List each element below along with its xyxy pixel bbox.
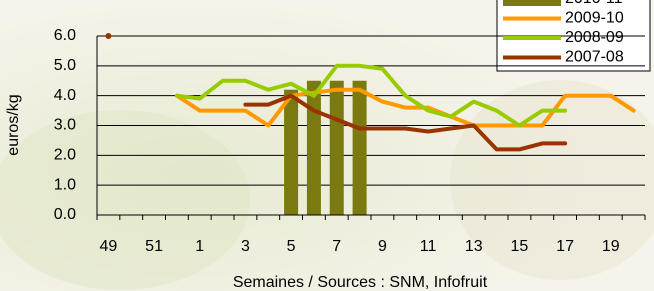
- legend-label: 2009-10: [565, 10, 624, 27]
- x-tick-label: 3: [241, 238, 250, 255]
- y-tick-label: 2.0: [54, 147, 76, 164]
- bar: [353, 81, 367, 215]
- y-tick-label: 5.0: [54, 57, 76, 74]
- x-tick-label: 49: [100, 238, 118, 255]
- legend-label: 2008-09: [565, 29, 624, 46]
- y-tick-label: 3.0: [54, 117, 76, 134]
- x-tick-label: 17: [556, 238, 574, 255]
- x-tick-label: 7: [332, 238, 341, 255]
- legend-swatch: [503, 0, 561, 6]
- y-axis-title: euros/kg: [5, 94, 22, 155]
- legend-label: 2007-08: [565, 49, 624, 66]
- x-tick-label: 13: [465, 238, 483, 255]
- x-tick-label: 5: [287, 238, 296, 255]
- x-tick-label: 15: [511, 238, 529, 255]
- y-tick-label: 6.0: [54, 27, 76, 44]
- x-tick-label: 51: [145, 238, 163, 255]
- bar: [330, 81, 344, 215]
- x-tick-label: 9: [378, 238, 387, 255]
- bar: [284, 90, 298, 215]
- y-tick-label: 1.0: [54, 176, 76, 193]
- legend-label: 2010-11: [565, 0, 623, 7]
- x-tick-label: 1: [195, 238, 204, 255]
- point: [105, 33, 111, 39]
- background-shape: [0, 110, 250, 290]
- y-tick-label: 0.0: [54, 206, 76, 223]
- chart: euros/kg Semaines / Sources : SNM, Infof…: [0, 0, 654, 291]
- bar: [307, 81, 321, 215]
- x-tick-label: 11: [420, 238, 437, 255]
- y-tick-label: 4.0: [54, 87, 76, 104]
- x-axis-title: Semaines / Sources : SNM, Infofruit: [233, 274, 488, 291]
- x-tick-label: 19: [602, 238, 620, 255]
